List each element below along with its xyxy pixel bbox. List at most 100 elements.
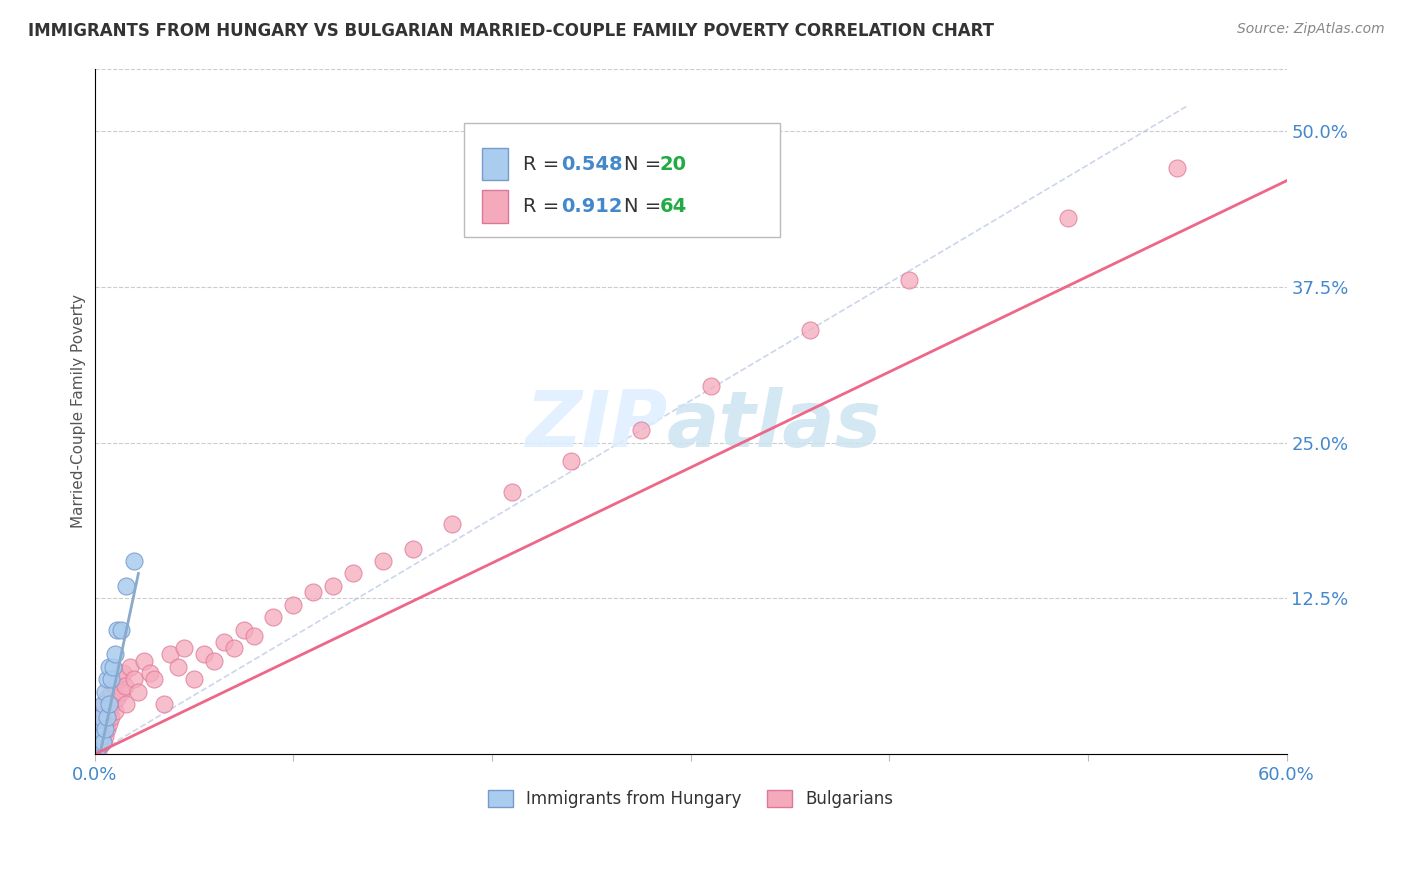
Point [97,716,120,731]
Y-axis label: Married-Couple Family Poverty: Married-Couple Family Poverty [72,294,86,528]
Point [222,641,245,656]
Point [173,641,195,656]
Point [110,623,132,637]
Point [101,660,124,674]
Point [120,660,142,674]
Point [91,704,114,718]
Point [898,273,921,287]
Point [96,710,118,724]
Point [105,623,128,637]
Point [283,598,305,612]
Point [342,566,364,581]
Point [114,679,136,693]
Point [193,648,215,662]
Point [90,729,112,743]
Point [560,454,582,468]
Point [699,379,721,393]
Point [441,516,464,531]
Point [96,710,118,724]
Point [153,698,176,712]
Point [263,610,285,624]
Point [96,691,118,706]
Point [87,735,110,749]
Point [302,585,325,599]
Point [93,716,115,731]
Point [103,648,125,662]
Point [115,698,138,712]
Point [93,698,115,712]
Point [232,623,254,637]
Point [630,423,652,437]
Point [87,729,110,743]
Point [90,710,112,724]
Point [103,704,125,718]
Point [90,729,112,743]
Point [124,673,146,687]
Text: ZIP: ZIP [524,387,666,463]
Point [371,554,394,568]
Point [93,685,115,699]
Point [101,698,124,712]
Point [202,654,225,668]
Point [115,579,138,593]
Point [97,704,120,718]
Text: atlas: atlas [666,387,882,463]
Text: IMMIGRANTS FROM HUNGARY VS BULGARIAN MARRIED-COUPLE FAMILY POVERTY CORRELATION C: IMMIGRANTS FROM HUNGARY VS BULGARIAN MAR… [28,22,994,40]
Point [1166,161,1188,176]
Point [100,673,122,687]
Point [91,735,114,749]
Point [183,673,205,687]
Point [134,654,156,668]
Text: Source: ZipAtlas.com: Source: ZipAtlas.com [1237,22,1385,37]
Point [87,723,110,737]
Point [96,723,118,737]
Point [97,660,120,674]
Point [107,673,129,687]
Point [90,737,112,751]
Text: R =: R = [523,154,565,174]
Point [87,723,110,737]
Point [401,541,423,556]
Point [86,741,108,756]
Point [93,723,115,737]
Point [139,666,162,681]
Point [127,685,149,699]
Point [501,485,523,500]
Text: 64: 64 [659,197,688,216]
Point [322,579,344,593]
Point [159,648,181,662]
Point [96,673,118,687]
Point [86,741,108,756]
Text: N =: N = [624,197,668,216]
Point [143,673,166,687]
Point [100,685,122,699]
Point [86,735,108,749]
Point [799,323,821,337]
Point [97,698,120,712]
Text: N =: N = [624,154,668,174]
Text: R =: R = [523,197,565,216]
Point [91,698,114,712]
Point [167,660,190,674]
Text: 0.912: 0.912 [561,197,623,216]
Point [87,741,110,756]
Point [90,710,112,724]
Point [105,691,128,706]
Point [124,554,146,568]
Point [212,635,235,649]
Text: 0.548: 0.548 [561,154,623,174]
FancyBboxPatch shape [482,190,509,223]
Text: 20: 20 [659,154,686,174]
Legend: Immigrants from Hungary, Bulgarians: Immigrants from Hungary, Bulgarians [481,783,900,814]
Point [103,679,125,693]
Point [1057,211,1080,226]
Point [91,723,114,737]
Point [110,685,132,699]
Point [93,729,115,743]
Point [90,716,112,731]
FancyBboxPatch shape [464,123,780,236]
Point [111,666,134,681]
Point [91,735,114,749]
Point [100,710,122,724]
Point [242,629,264,643]
